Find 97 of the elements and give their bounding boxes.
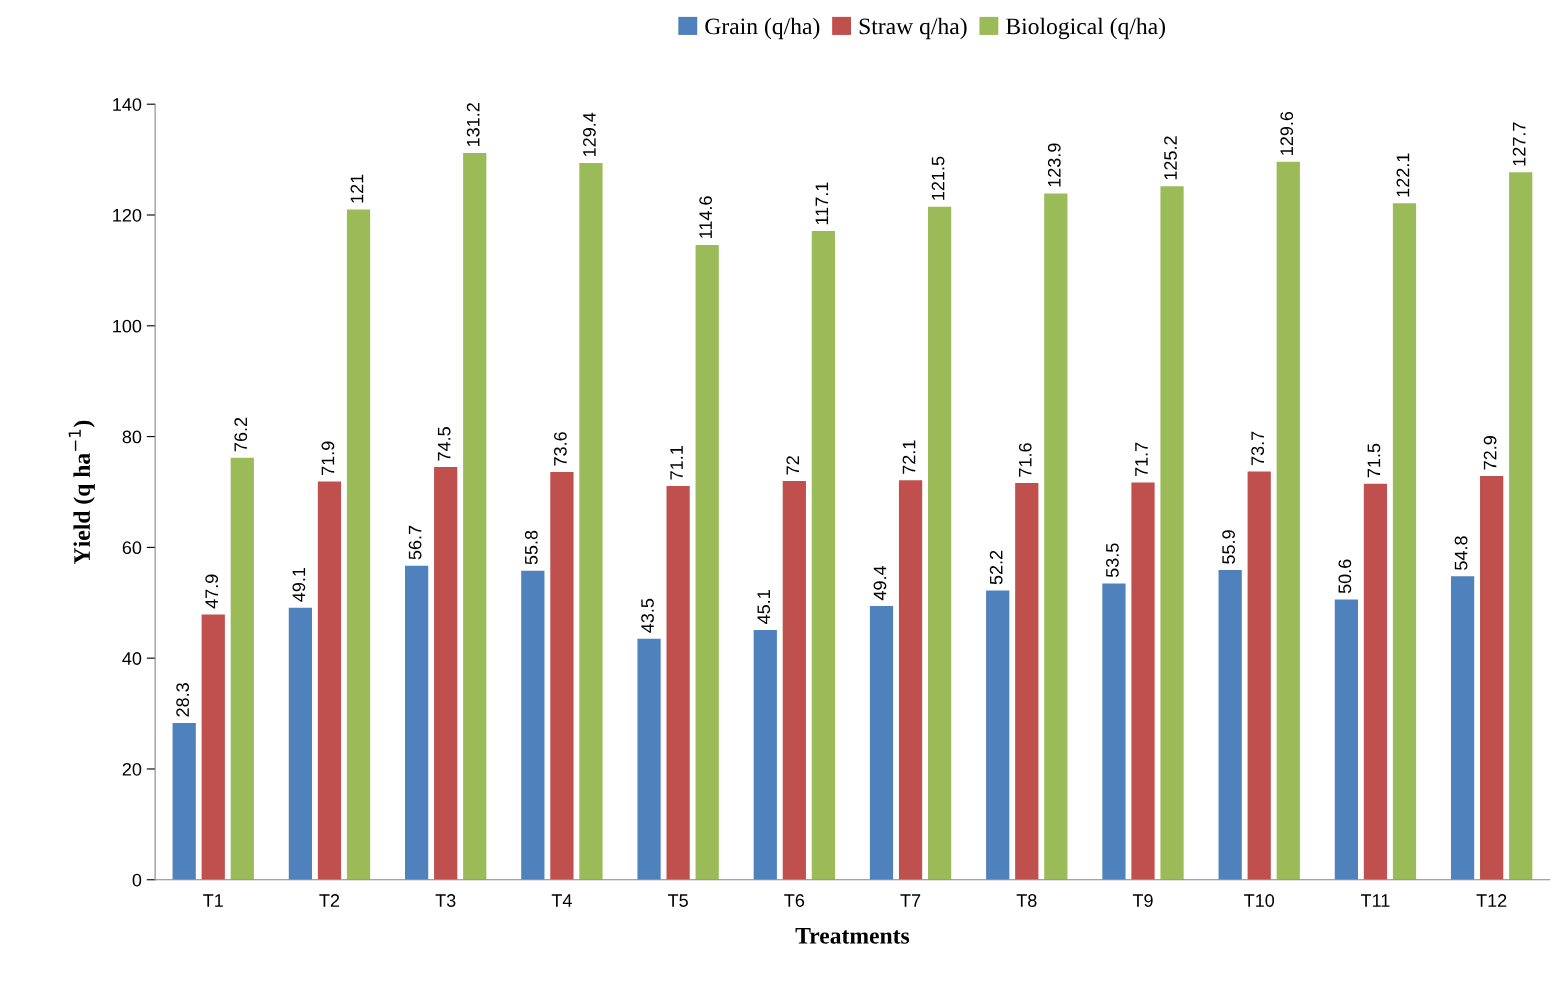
data-label: 49.1	[292, 567, 306, 602]
x-tick-label: T5	[667, 894, 688, 907]
bar	[811, 231, 836, 880]
bar	[986, 590, 1010, 880]
legend-label: Biological (q/ha)	[1006, 17, 1165, 40]
bar	[1218, 570, 1242, 880]
bar	[637, 638, 661, 880]
bar	[1160, 186, 1184, 880]
bar	[288, 607, 313, 880]
bar	[1334, 599, 1358, 880]
data-label: 72.1	[902, 440, 916, 474]
data-label: 74.5	[437, 427, 451, 461]
data-label: 43.5	[641, 598, 654, 633]
data-label: 56.7	[408, 525, 422, 560]
bar	[1044, 193, 1068, 880]
y-tick-label: 140	[113, 98, 142, 111]
bar	[201, 614, 225, 880]
data-label: 71.1	[670, 446, 683, 480]
data-label: 125.2	[1164, 136, 1177, 180]
bar	[463, 152, 487, 880]
data-label: 129.6	[1280, 111, 1294, 155]
data-label: 117.1	[815, 182, 829, 225]
data-label: 123.9	[1047, 143, 1061, 187]
bar	[1102, 583, 1126, 880]
bar	[1509, 172, 1533, 880]
data-label: 52.2	[989, 550, 1003, 585]
data-label: 73.7	[1251, 431, 1265, 465]
y-tick-label: 80	[122, 430, 142, 444]
x-tick-label: T2	[319, 894, 340, 907]
data-label: 121	[350, 174, 364, 203]
bar	[1247, 471, 1271, 880]
bar	[869, 606, 894, 880]
x-tick-label: T1	[203, 894, 223, 907]
bar	[550, 472, 574, 880]
bar	[317, 481, 342, 880]
data-label: 49.4	[873, 565, 887, 601]
data-label: 131.2	[466, 103, 480, 147]
y-tick-label: 40	[122, 652, 142, 665]
data-label: 53.5	[1106, 543, 1119, 578]
data-label: 72.9	[1483, 436, 1497, 470]
data-label: 55.9	[1222, 530, 1236, 564]
data-label: 76.2	[234, 417, 248, 452]
data-label: 28.3	[176, 683, 190, 717]
x-tick-label: T11	[1360, 894, 1390, 907]
data-label: 54.8	[1454, 536, 1468, 570]
data-label: 71.6	[1018, 443, 1032, 477]
data-label: 45.1	[757, 590, 771, 624]
bar	[230, 457, 254, 880]
bar	[898, 480, 923, 880]
bar	[1363, 483, 1388, 880]
bar	[753, 629, 777, 880]
data-label: 121.5	[931, 156, 945, 200]
bar	[1015, 483, 1039, 880]
data-label: 71.7	[1135, 442, 1148, 477]
bar	[1480, 475, 1504, 880]
y-tick-label: 60	[122, 541, 142, 555]
data-label: 73.6	[553, 432, 567, 466]
x-tick-label: T6	[784, 894, 805, 907]
x-tick-label: T8	[1016, 894, 1037, 907]
y-axis-title: Yield (q ha$^{−1}$)	[68, 420, 95, 564]
bar	[666, 485, 690, 880]
bar	[695, 244, 719, 880]
legend-label: Straw q/ha)	[859, 17, 967, 40]
data-label: 122.1	[1396, 153, 1410, 197]
x-tick-label: T10	[1244, 894, 1275, 907]
x-axis-title: Treatments	[795, 928, 910, 944]
data-label: 71.9	[321, 441, 335, 475]
x-tick-label: T3	[435, 894, 456, 907]
bar	[172, 722, 196, 880]
x-tick-label: T12	[1476, 894, 1507, 907]
bar	[434, 467, 458, 880]
bar	[1131, 482, 1155, 880]
bar	[1450, 576, 1475, 880]
y-tick-label: 120	[113, 208, 142, 222]
bar	[1392, 203, 1417, 880]
y-tick-label: 100	[113, 319, 142, 333]
bar	[579, 162, 603, 880]
data-label: 47.9	[205, 574, 219, 609]
bar	[782, 480, 806, 880]
bar	[521, 570, 545, 880]
bar	[1276, 161, 1300, 880]
data-label: 129.4	[583, 112, 596, 156]
bar	[405, 565, 429, 880]
data-label: 55.8	[524, 530, 538, 565]
data-label: 50.6	[1338, 559, 1352, 594]
bar	[346, 209, 371, 880]
data-label: 127.7	[1512, 122, 1526, 166]
data-label: 72	[786, 456, 800, 475]
x-tick-label: T4	[551, 894, 572, 907]
bar	[927, 206, 952, 880]
data-label: 71.5	[1367, 443, 1381, 478]
y-tick-label: 20	[122, 762, 142, 776]
legend-label: Grain (q/ha)	[705, 17, 820, 40]
y-tick-label: 0	[132, 873, 142, 887]
x-tick-label: T9	[1132, 894, 1153, 907]
x-tick-label: T7	[900, 894, 921, 907]
data-label: 114.6	[699, 196, 713, 238]
